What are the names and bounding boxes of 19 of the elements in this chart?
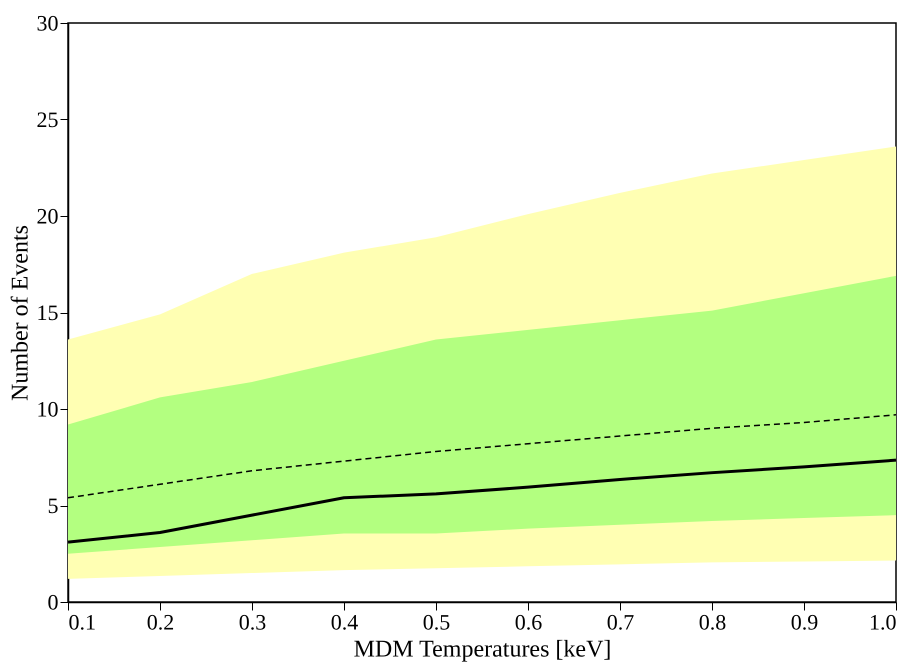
y-tick-label: 30 <box>36 10 58 36</box>
x-axis-title: MDM Temperatures [keV] <box>354 636 612 662</box>
x-tick-label: 0.4 <box>330 610 358 634</box>
y-tick-label: 25 <box>36 107 58 132</box>
y-axis-title: Number of Events <box>8 225 34 401</box>
x-tick-label: 1.0 <box>869 610 896 634</box>
x-tick-label: 0.3 <box>238 610 266 634</box>
y-tick-label: 15 <box>36 300 58 325</box>
x-tick-label: 0.6 <box>514 610 542 634</box>
x-tick-label: 0.9 <box>790 610 818 634</box>
y-tick-label: 5 <box>48 493 58 518</box>
x-tick-label: 0.8 <box>698 610 726 634</box>
y-tick-label: 20 <box>36 204 58 228</box>
x-tick-label: 0.5 <box>422 610 450 634</box>
x-tick-label: 0.7 <box>606 610 634 634</box>
x-tick-label: 0.1 <box>68 610 96 634</box>
y-tick-label: 10 <box>36 396 58 422</box>
x-tick-label: 0.2 <box>146 610 174 634</box>
y-tick-label: 0 <box>48 590 58 614</box>
